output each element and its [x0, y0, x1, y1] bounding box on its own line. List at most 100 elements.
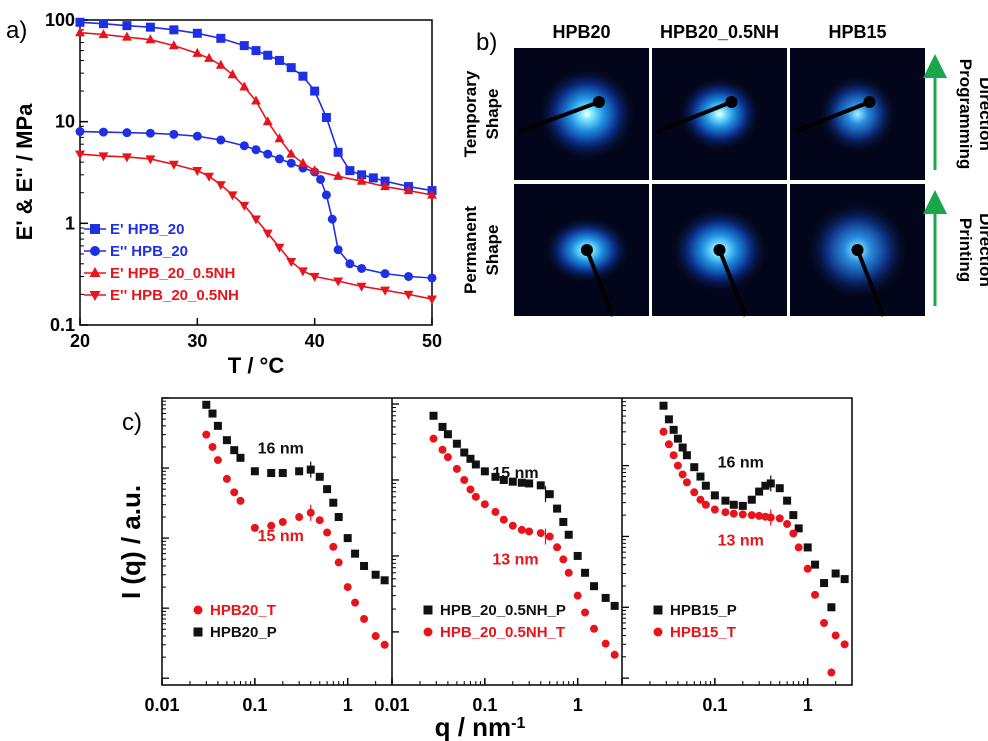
panel-b-arrow-label-line1: Printing: [956, 218, 975, 282]
panel-c1-point-s1: [360, 615, 369, 624]
panel-c2-point-s2: [545, 532, 554, 541]
panel-b-beamstop-arm: [855, 249, 886, 317]
panel-a-series-line-3: [79, 31, 433, 196]
panel-c2-point-s2: [517, 525, 526, 534]
panel-a-point-s1: [298, 71, 308, 81]
panel-a-point-s2: [333, 245, 343, 255]
panel-b-beamstop-arm: [517, 100, 600, 134]
panel-a-point-s2: [192, 131, 202, 141]
panel-b-row-label-line1: Temporary: [461, 70, 480, 157]
panel-c-xtick-label: 0.1: [242, 695, 267, 715]
panel-c-annotation-label: 16 nm: [258, 441, 304, 458]
panel-c3-point-s2: [682, 478, 691, 487]
panel-a-point-s4: [380, 286, 391, 296]
panel-c2-point-s2: [499, 515, 508, 524]
panel-c2-point-s1: [581, 568, 590, 577]
panel-a-point-s1: [98, 19, 108, 29]
panel-a-point-s3: [262, 116, 273, 126]
panel-b-beamstop-arm: [655, 100, 733, 134]
panel-a-point-s1: [145, 22, 155, 32]
panel-c3-point-s2: [690, 488, 699, 497]
panel-c-annotation-label: 15 nm: [258, 528, 304, 545]
panel-b-column-header: HPB20_0.5NH: [660, 22, 779, 42]
panel-b-beamstop-arm: [585, 249, 615, 317]
panel-a-point-s3: [192, 47, 203, 57]
panel-c2-point-s2: [471, 492, 480, 501]
panel-c3-point-s2: [729, 509, 738, 518]
panel-c2-point-s1: [573, 551, 582, 560]
panel-c3-point-s1: [701, 481, 710, 490]
panel-label-c: c): [122, 409, 142, 436]
panel-c1-point-s1: [315, 516, 324, 525]
panel-c2-point-s1: [429, 411, 438, 420]
panel-c-xtick-label: 0.1: [472, 695, 497, 715]
panel-c1-point-s2: [236, 453, 245, 462]
panel-c2-point-s1: [536, 481, 545, 490]
panel-c-annotation-label: 13 nm: [718, 533, 764, 550]
panel-a-point-s3: [309, 165, 320, 175]
panel-a-ytick-label: 10: [55, 112, 75, 132]
panel-a-point-s2: [98, 127, 108, 137]
panel-c2-point-s1: [499, 475, 508, 484]
panel-c1-point-s1: [380, 640, 389, 649]
panel-c3-point-s2: [659, 427, 668, 436]
panel-a-point-s2: [316, 174, 326, 184]
panel-c1-point-s2: [213, 421, 222, 430]
panel-c3-point-s2: [755, 511, 764, 520]
panel-c2-point-s1: [452, 439, 461, 448]
panel-c3-point-s1: [664, 415, 673, 424]
panel-c-xtick-label: 1: [803, 695, 813, 715]
panel-c2-point-s1: [480, 467, 489, 476]
panel-label-a: a): [6, 17, 27, 44]
panel-c1-point-s1: [222, 474, 231, 483]
panel-a-legend-label: E' HPB_20_0.5NH: [110, 265, 235, 282]
panel-c3-point-s2: [794, 543, 803, 552]
panel-c-xlabel-sup: -1: [511, 715, 525, 732]
panel-c3-point-s2: [775, 514, 784, 523]
panel-a-point-s2: [122, 128, 132, 138]
panel-c1-point-s2: [323, 485, 332, 494]
panel-a-point-s3: [215, 59, 226, 69]
panel-a-point-s2: [357, 263, 367, 273]
panel-c3-point-s2: [669, 451, 678, 460]
panel-a-point-s3: [286, 148, 297, 158]
panel-c1-point-s1: [208, 442, 217, 451]
panel-c2-point-s1: [590, 582, 599, 591]
panel-b-row-label-line1: Permanent: [461, 206, 480, 294]
panel-c3-point-s1: [803, 543, 812, 552]
panel-a-xlabel: T / °C: [228, 353, 285, 378]
panel-c-chart: 0.01 0.1 1 0.01 0.1 1 0.1 1 HPB20_T HPB20_P HPB_2…: [116, 397, 853, 741]
panel-a-point-s3: [75, 27, 85, 37]
panel-a-legend-marker: [89, 291, 101, 301]
panel-c-legend-label: HPB15_T: [670, 624, 736, 641]
panel-c2-point-s2: [480, 500, 489, 509]
panel-a-point-s4: [192, 167, 203, 177]
panel-c-legend-marker: [423, 605, 433, 615]
panel-c2-point-s1: [460, 448, 469, 457]
panel-a-ytick-label: 0.1: [50, 315, 75, 335]
panel-a-point-s4: [356, 282, 367, 292]
panel-a-point-s3: [239, 81, 250, 91]
panel-c3-point-s1: [831, 569, 840, 578]
panel-c-legend-marker: [423, 627, 433, 637]
panel-c3-point-s2: [678, 470, 687, 479]
panel-c3-point-s2: [827, 668, 836, 677]
panel-c3-point-s2: [664, 440, 673, 449]
panel-a-point-s3: [98, 29, 109, 39]
panel-c1-point-s1: [250, 523, 259, 532]
panel-c2-point-s2: [590, 624, 599, 633]
panel-c-xtick-label: 1: [573, 695, 583, 715]
panel-b-arrow-label-line2: Direction: [976, 213, 988, 287]
panel-c3-point-s1: [840, 575, 849, 584]
panel-c2-point-s2: [610, 650, 619, 659]
panel-a-point-s1: [368, 173, 378, 183]
panel-a-point-s4: [274, 243, 285, 253]
panel-a-ytick-label: 100: [45, 10, 75, 30]
panel-c2-point-s2: [564, 568, 573, 577]
panel-c2-point-s2: [452, 464, 461, 473]
panel-c3-point-s2: [701, 500, 710, 509]
panel-a-point-s1: [192, 28, 202, 38]
panel-a-point-s1: [333, 147, 343, 157]
panel-c2-point-s2: [438, 445, 447, 454]
panel-c3-point-s2: [831, 631, 840, 640]
